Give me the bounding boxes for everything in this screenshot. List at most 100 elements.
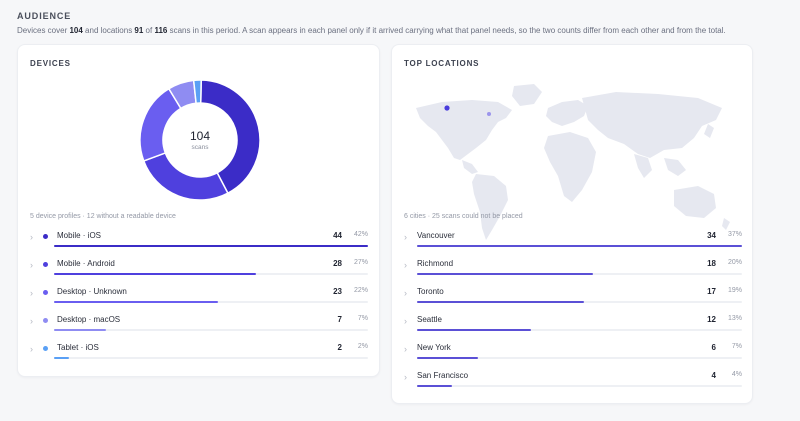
intro-text: of <box>143 26 155 35</box>
location-row[interactable]: › Toronto 17 19% <box>404 286 742 314</box>
continent-shape <box>674 186 716 218</box>
chevron-right-icon[interactable]: › <box>404 372 407 382</box>
location-percent: 37% <box>727 231 742 238</box>
chevron-right-icon[interactable]: › <box>30 232 33 242</box>
device-bar-fill <box>54 301 219 303</box>
continent-shape <box>546 100 588 126</box>
device-percent: 42% <box>353 231 368 238</box>
continent-shape <box>582 92 722 158</box>
continent-shape <box>634 154 652 178</box>
continent-shape <box>512 84 542 106</box>
location-count: 6 <box>711 343 716 352</box>
device-percent: 27% <box>353 259 368 266</box>
device-bar-fill <box>54 245 368 247</box>
location-count: 17 <box>707 287 716 296</box>
location-row[interactable]: › San Francisco 4 4% <box>404 370 742 398</box>
chevron-right-icon[interactable]: › <box>404 260 407 270</box>
continent-shape <box>704 124 714 138</box>
devices-card: DEVICES 104 scans 5 device profiles · 12… <box>17 44 380 377</box>
series-color-dot <box>43 262 48 267</box>
device-row[interactable]: › Tablet · iOS 2 2% <box>30 342 368 370</box>
chevron-right-icon[interactable]: › <box>404 316 407 326</box>
continent-shape <box>664 158 686 176</box>
device-bar-track <box>54 273 368 275</box>
location-percent: 13% <box>727 315 742 322</box>
location-percent: 7% <box>731 343 742 350</box>
world-map <box>416 84 730 240</box>
donut-slice[interactable] <box>192 79 202 105</box>
chevron-right-icon[interactable]: › <box>404 344 407 354</box>
donut-total: 104 <box>189 129 211 143</box>
continent-shape <box>722 218 730 230</box>
location-label: Vancouver <box>417 231 455 240</box>
devices-list: › Mobile · iOS 44 42% › Mobile · Android 28 27%… <box>30 230 368 370</box>
location-count: 18 <box>707 259 716 268</box>
device-bar-track <box>54 329 368 331</box>
location-percent: 19% <box>727 287 742 294</box>
locations-list: › Vancouver 34 37% › Richmond 18 20% › Toronto 17 1… <box>404 230 742 398</box>
series-color-dot <box>43 346 48 351</box>
intro-device-count: 104 <box>69 26 83 35</box>
location-label: Toronto <box>417 287 444 296</box>
intro-total-count: 116 <box>154 26 168 35</box>
location-bar-fill <box>417 245 742 247</box>
device-label: Desktop · Unknown <box>57 287 127 296</box>
intro-location-count: 91 <box>134 26 144 35</box>
series-color-dot <box>43 290 48 295</box>
device-row[interactable]: › Desktop · Unknown 23 22% <box>30 286 368 314</box>
continent-shape <box>544 132 596 202</box>
device-row[interactable]: › Mobile · iOS 44 42% <box>30 230 368 258</box>
location-label: New York <box>417 343 451 352</box>
locations-note: 6 cities · 25 scans could not be placed <box>404 213 523 220</box>
device-label: Mobile · iOS <box>57 231 102 240</box>
map-marker-vancouver[interactable] <box>444 105 450 111</box>
location-bar-fill <box>417 329 532 331</box>
location-percent: 4% <box>731 371 742 378</box>
devices-note: 5 device profiles · 12 without a readabl… <box>30 213 176 220</box>
location-row[interactable]: › Vancouver 34 37% <box>404 230 742 258</box>
chevron-right-icon[interactable]: › <box>30 260 33 270</box>
device-label: Tablet · iOS <box>57 343 99 352</box>
location-row[interactable]: › New York 6 7% <box>404 342 742 370</box>
location-bar-track <box>417 357 742 359</box>
device-bar-track <box>54 245 368 247</box>
locations-card: TOP LOCATIONS 6 cities · 25 scans could … <box>391 44 753 404</box>
location-label: Richmond <box>417 259 454 268</box>
series-color-dot <box>43 318 48 323</box>
device-row[interactable]: › Desktop · macOS 7 7% <box>30 314 368 342</box>
device-bar-fill <box>54 273 256 275</box>
device-label: Desktop · macOS <box>57 315 121 324</box>
device-bar-track <box>54 357 368 359</box>
device-count: 44 <box>333 231 342 240</box>
device-count: 7 <box>337 315 342 324</box>
location-row[interactable]: › Richmond 18 20% <box>404 258 742 286</box>
device-count: 23 <box>333 287 342 296</box>
location-bar-track <box>417 245 742 247</box>
devices-donut-chart <box>139 79 261 201</box>
chevron-right-icon[interactable]: › <box>30 288 33 298</box>
map-marker-toronto[interactable] <box>487 112 491 116</box>
series-color-dot <box>43 234 48 239</box>
location-bar-track <box>417 385 742 387</box>
donut-slice[interactable] <box>199 79 261 195</box>
chevron-right-icon[interactable]: › <box>30 344 33 354</box>
donut-total-label: scans <box>191 144 209 151</box>
location-row[interactable]: › Seattle 12 13% <box>404 314 742 342</box>
device-percent: 7% <box>357 315 368 322</box>
section-title: AUDIENCE <box>17 11 72 21</box>
chevron-right-icon[interactable]: › <box>404 232 407 242</box>
device-percent: 2% <box>357 343 368 350</box>
location-percent: 20% <box>727 259 742 266</box>
chevron-right-icon[interactable]: › <box>404 288 407 298</box>
location-bar-track <box>417 273 742 275</box>
location-bar-fill <box>417 273 593 275</box>
chevron-right-icon[interactable]: › <box>30 316 33 326</box>
device-bar-track <box>54 301 368 303</box>
location-count: 34 <box>707 231 716 240</box>
device-row[interactable]: › Mobile · Android 28 27% <box>30 258 368 286</box>
device-label: Mobile · Android <box>57 259 115 268</box>
location-label: Seattle <box>417 315 442 324</box>
device-percent: 22% <box>353 287 368 294</box>
location-bar-track <box>417 329 742 331</box>
